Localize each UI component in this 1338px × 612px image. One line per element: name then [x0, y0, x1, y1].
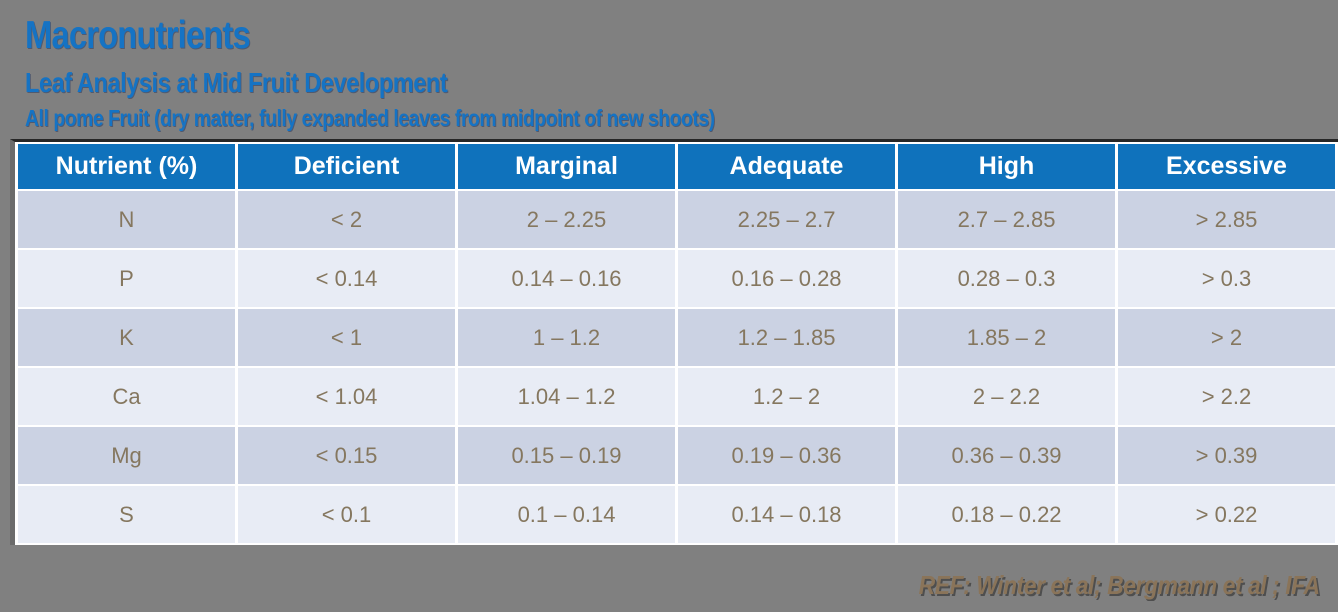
value-cell: > 2.2	[1118, 368, 1335, 425]
value-cell: < 2	[238, 191, 455, 248]
header-row: Nutrient (%) Deficient Marginal Adequate…	[18, 144, 1335, 189]
nutrient-cell: P	[18, 250, 235, 307]
nutrient-cell: S	[18, 486, 235, 543]
column-header-excessive: Excessive	[1118, 144, 1335, 189]
nutrient-table: Nutrient (%) Deficient Marginal Adequate…	[15, 142, 1338, 545]
value-cell: < 0.14	[238, 250, 455, 307]
slide-title-block: Macronutrients Leaf Analysis at Mid Frui…	[25, 14, 846, 133]
column-header-nutrient: Nutrient (%)	[18, 144, 235, 189]
value-cell: < 0.15	[238, 427, 455, 484]
nutrient-table-header: Nutrient (%) Deficient Marginal Adequate…	[18, 144, 1335, 189]
column-header-high: High	[898, 144, 1115, 189]
nutrient-cell: K	[18, 309, 235, 366]
value-cell: > 2	[1118, 309, 1335, 366]
value-cell: < 1.04	[238, 368, 455, 425]
table-row-s: S < 0.1 0.1 – 0.14 0.14 – 0.18 0.18 – 0.22 > …	[18, 486, 1335, 543]
nutrient-cell: Ca	[18, 368, 235, 425]
value-cell: > 0.39	[1118, 427, 1335, 484]
nutrient-cell: N	[18, 191, 235, 248]
table-row-p: P < 0.14 0.14 – 0.16 0.16 – 0.28 0.28 – 0.3 >…	[18, 250, 1335, 307]
table-row-mg: Mg < 0.15 0.15 – 0.19 0.19 – 0.36 0.36 – 0.3…	[18, 427, 1335, 484]
value-cell: 0.1 – 0.14	[458, 486, 675, 543]
reference-text: REF: Winter et al; Bergmann et al ; IFA	[919, 570, 1320, 600]
value-cell: 1.85 – 2	[898, 309, 1115, 366]
value-cell: > 0.22	[1118, 486, 1335, 543]
value-cell: 0.36 – 0.39	[898, 427, 1115, 484]
value-cell: 1.2 – 1.85	[678, 309, 895, 366]
page-subtitle: Leaf Analysis at Mid Fruit Development	[25, 66, 448, 98]
column-header-deficient: Deficient	[238, 144, 455, 189]
column-header-marginal: Marginal	[458, 144, 675, 189]
value-cell: > 2.85	[1118, 191, 1335, 248]
value-cell: < 1	[238, 309, 455, 366]
value-cell: 0.19 – 0.36	[678, 427, 895, 484]
value-cell: 2.7 – 2.85	[898, 191, 1115, 248]
value-cell: 1.2 – 2	[678, 368, 895, 425]
value-cell: 0.28 – 0.3	[898, 250, 1115, 307]
value-cell: > 0.3	[1118, 250, 1335, 307]
value-cell: 1 – 1.2	[458, 309, 675, 366]
value-cell: 0.15 – 0.19	[458, 427, 675, 484]
value-cell: 0.14 – 0.16	[458, 250, 675, 307]
value-cell: 1.04 – 1.2	[458, 368, 675, 425]
value-cell: 0.14 – 0.18	[678, 486, 895, 543]
column-header-adequate: Adequate	[678, 144, 895, 189]
page-title: Macronutrients	[25, 14, 251, 57]
value-cell: 2 – 2.2	[898, 368, 1115, 425]
value-cell: 2.25 – 2.7	[678, 191, 895, 248]
nutrient-cell: Mg	[18, 427, 235, 484]
nutrient-table-container: Nutrient (%) Deficient Marginal Adequate…	[10, 139, 1338, 545]
page-subtitle-detail: All pome Fruit (dry matter, fully expand…	[25, 105, 715, 132]
value-cell: 0.18 – 0.22	[898, 486, 1115, 543]
value-cell: 0.16 – 0.28	[678, 250, 895, 307]
value-cell: 2 – 2.25	[458, 191, 675, 248]
value-cell: < 0.1	[238, 486, 455, 543]
